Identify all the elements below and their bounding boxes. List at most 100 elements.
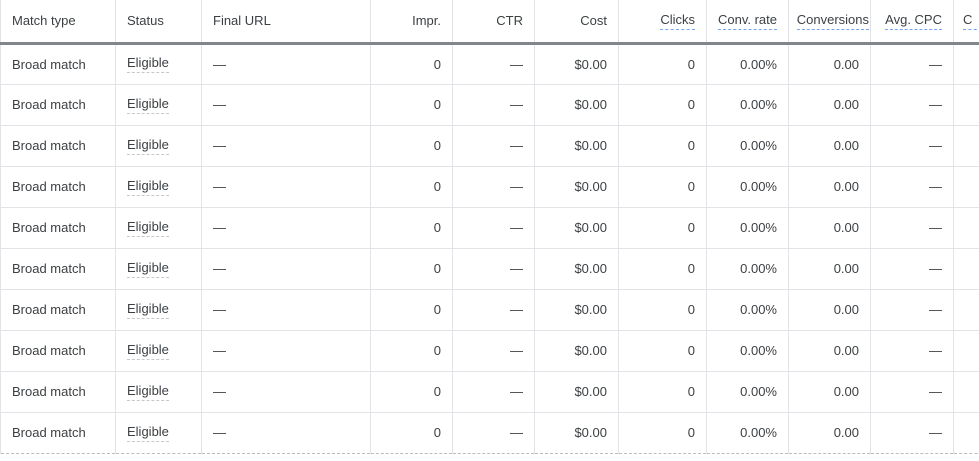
cell-cost-per-conv <box>953 43 979 85</box>
cell-status: Eligible <box>115 412 202 454</box>
cell-value: 0.00 <box>833 138 859 153</box>
table-row: Broad match Eligible — 0 — $0.00 0 0.00% 0.00 — <box>0 125 979 167</box>
cell-impressions: 0 <box>370 248 453 290</box>
cell-value: 0 <box>433 97 441 112</box>
column-header-impressions[interactable]: Impr. <box>370 0 453 45</box>
column-header-status[interactable]: Status <box>115 0 202 45</box>
table-body: Broad match Eligible —0— $0.00 0 0.00% 0.00— Br… <box>0 43 979 454</box>
column-header-cost-per-conv[interactable]: C <box>953 0 979 45</box>
column-header-ctr[interactable]: CTR <box>452 0 535 45</box>
cell-value: $0.00 <box>574 343 607 358</box>
cell-value: Broad match <box>12 97 86 112</box>
cell-conversions: 0.00 <box>788 84 871 126</box>
cell-value: — <box>929 179 942 194</box>
cell-avg-cpc: — <box>870 371 954 413</box>
column-header-cost[interactable]: Cost <box>534 0 619 45</box>
cell-value: — <box>929 97 942 112</box>
column-header-conversions[interactable]: Conversions <box>788 0 871 45</box>
cell-value: 0 <box>687 261 695 276</box>
status-value[interactable]: Eligible <box>127 219 169 237</box>
table-row: Broad match Eligible — 0 — $0.00 0 0.00% 0.00 — <box>0 371 979 413</box>
cell-cost-per-conv <box>953 84 979 126</box>
cell-ctr: — <box>452 330 535 372</box>
column-header-avg-cpc[interactable]: Avg. CPC <box>870 0 954 45</box>
cell-value: Broad match <box>12 302 86 317</box>
cell-cost: $0.00 <box>534 289 619 331</box>
status-value[interactable]: Eligible <box>127 55 169 73</box>
cell-cost: $0.00 <box>534 43 619 85</box>
status-value[interactable]: Eligible <box>127 260 169 278</box>
cell-ctr: — <box>452 84 535 126</box>
cell-value: 0.00% <box>740 220 777 235</box>
cell-final-url: — <box>201 207 371 249</box>
cell-value: — <box>213 302 226 317</box>
cell-impressions: 0 <box>370 125 453 167</box>
table-row: Broad match Eligible — 0 — $0.00 0 0.00% 0.00 — <box>0 330 979 372</box>
cell-value: 0.00% <box>740 179 777 194</box>
cell-clicks: 0 <box>618 125 707 167</box>
cell-value: — <box>510 138 523 153</box>
cell-value: — <box>213 97 226 112</box>
status-value[interactable]: Eligible <box>127 178 169 196</box>
cell-impressions: 0 <box>370 412 453 454</box>
table-header: Match type Status Final URL Impr. CTR Cost Cli… <box>0 0 979 45</box>
cell-value: Broad match <box>12 56 86 72</box>
status-value[interactable]: Eligible <box>127 137 169 155</box>
cell-conv-rate: 0.00% <box>706 248 789 290</box>
column-header-conv-rate[interactable]: Conv. rate <box>706 0 789 45</box>
cell-conv-rate: 0.00% <box>706 166 789 208</box>
cell-value: 0 <box>433 138 441 153</box>
status-value[interactable]: Eligible <box>127 383 169 401</box>
column-header-label: Status <box>127 13 164 29</box>
cell-cost-per-conv <box>953 289 979 331</box>
cell-value: 0.00 <box>833 261 859 276</box>
status-value[interactable]: Eligible <box>127 342 169 360</box>
cell-value: 0.00 <box>833 384 859 399</box>
cell-ctr: — <box>452 125 535 167</box>
cell-cost-per-conv <box>953 412 979 454</box>
cell-ctr: — <box>452 166 535 208</box>
column-header-final-url[interactable]: Final URL <box>201 0 371 45</box>
cell-value: 0.00% <box>740 302 777 317</box>
cell-final-url: — <box>201 125 371 167</box>
cell-cost-per-conv <box>953 125 979 167</box>
cell-conversions: 0.00 <box>788 330 871 372</box>
cell-value: 0 <box>687 220 695 235</box>
column-header-match-type[interactable]: Match type <box>0 0 116 45</box>
cell-clicks: 0 <box>618 207 707 249</box>
cell-impressions: 0 <box>370 330 453 372</box>
cell-value: — <box>213 179 226 194</box>
cell-final-url: — <box>201 166 371 208</box>
cell-value: $0.00 <box>574 220 607 235</box>
cell-ctr: — <box>452 289 535 331</box>
cell-match-type: Broad match <box>0 84 116 126</box>
cell-value: 0 <box>687 179 695 194</box>
cell-ctr: — <box>452 43 535 85</box>
cell-value: $0.00 <box>574 302 607 317</box>
cell-final-url: — <box>201 412 371 454</box>
cell-avg-cpc: — <box>870 166 954 208</box>
cell-avg-cpc: — <box>870 330 954 372</box>
cell-impressions: 0 <box>370 371 453 413</box>
cell-value: 0 <box>433 425 441 440</box>
column-header-clicks[interactable]: Clicks <box>618 0 707 45</box>
cell-value: 0 <box>687 343 695 358</box>
cell-conversions: 0.00 <box>788 166 871 208</box>
status-value[interactable]: Eligible <box>127 96 169 114</box>
table-row: Broad match Eligible — 0 — $0.00 0 0.00% 0.00 — <box>0 412 979 454</box>
cell-value: 0 <box>687 56 695 72</box>
status-value[interactable]: Eligible <box>127 301 169 319</box>
cell-value: $0.00 <box>574 138 607 153</box>
cell-value: — <box>213 261 226 276</box>
cell-conv-rate: 0.00% <box>706 412 789 454</box>
cell-cost: $0.00 <box>534 207 619 249</box>
cell-final-url: — <box>201 330 371 372</box>
table-row: Broad match Eligible — 0 — $0.00 0 0.00% 0.00 — <box>0 166 979 208</box>
cell-value: — <box>929 302 942 317</box>
cell-impressions: 0 <box>370 166 453 208</box>
status-value[interactable]: Eligible <box>127 424 169 442</box>
cell-match-type: Broad match <box>0 207 116 249</box>
cell-match-type: Broad match <box>0 371 116 413</box>
cell-value: 0 <box>433 302 441 317</box>
header-row: Match type Status Final URL Impr. CTR Cost Cli… <box>0 0 979 45</box>
